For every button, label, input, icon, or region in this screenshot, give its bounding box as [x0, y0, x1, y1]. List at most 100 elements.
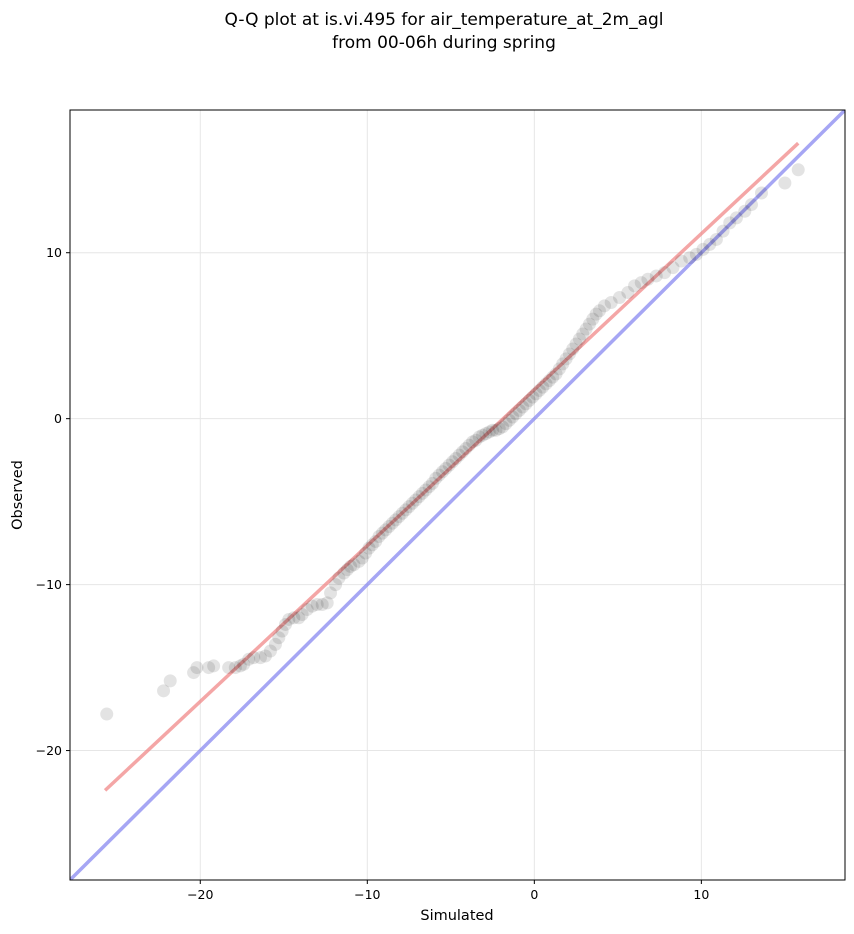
x-tick-label: 0: [530, 887, 538, 902]
data-point: [324, 586, 338, 600]
data-point: [466, 435, 480, 449]
data-point: [412, 490, 426, 504]
data-point: [392, 510, 406, 524]
data-point: [157, 684, 171, 698]
data-point: [492, 422, 506, 436]
data-point: [452, 448, 466, 462]
data-point: [310, 598, 324, 612]
data-point: [315, 598, 329, 612]
data-point: [362, 541, 376, 555]
data-point: [320, 596, 334, 610]
data-point: [344, 559, 358, 573]
identity-line: [70, 110, 845, 880]
data-point: [263, 644, 277, 658]
data-point: [549, 367, 563, 381]
data-point: [582, 317, 596, 331]
data-point: [658, 266, 672, 280]
x-axis-label: Simulated: [420, 908, 493, 924]
data-point: [592, 304, 606, 318]
data-point: [542, 373, 556, 387]
data-point: [395, 506, 409, 520]
data-point: [486, 423, 500, 437]
data-point: [696, 242, 710, 256]
data-point: [628, 279, 642, 293]
data-point: [340, 563, 354, 577]
data-point: [519, 397, 533, 411]
data-point: [372, 529, 386, 543]
data-point: [674, 254, 688, 268]
data-point: [502, 413, 516, 427]
data-point: [469, 433, 483, 447]
reference-lines: [70, 110, 845, 880]
data-point: [472, 430, 486, 444]
data-point: [649, 269, 663, 283]
data-point: [425, 476, 439, 490]
data-point: [562, 347, 576, 361]
data-point: [709, 232, 723, 246]
data-point: [202, 661, 216, 675]
data-point: [499, 417, 513, 431]
y-tick-label: −10: [36, 577, 62, 592]
data-point: [546, 370, 560, 384]
data-point: [529, 387, 543, 401]
data-point: [604, 296, 618, 309]
data-point: [462, 438, 476, 452]
data-point: [791, 163, 805, 177]
x-tick-label: −20: [187, 887, 213, 902]
data-point: [435, 465, 449, 479]
data-point: [526, 390, 540, 404]
data-point: [536, 380, 550, 394]
chart-title-line-1: Q-Q plot at is.vi.495 for air_temperatur…: [224, 10, 663, 30]
data-point: [489, 423, 503, 437]
data-point: [332, 571, 346, 585]
data-point: [295, 607, 309, 621]
data-point: [100, 707, 114, 721]
data-point: [419, 483, 433, 497]
data-point: [445, 455, 459, 469]
y-tick-label: −20: [36, 743, 62, 758]
plot-frame: [69, 109, 846, 881]
data-point: [589, 307, 603, 321]
data-point: [207, 659, 221, 673]
x-tick-label: −10: [354, 887, 380, 902]
data-point: [738, 204, 752, 218]
chart-title-line-2: from 00-06h during spring: [332, 33, 556, 53]
data-point: [597, 299, 611, 313]
data-point: [522, 393, 536, 407]
data-point: [399, 503, 413, 517]
data-point: [634, 276, 648, 290]
y-axis-label: Observed: [10, 460, 26, 530]
y-tick-label: 0: [54, 411, 62, 426]
data-point: [641, 272, 655, 286]
data-point: [729, 211, 743, 225]
data-point: [258, 649, 272, 663]
data-point: [233, 659, 247, 673]
data-point: [365, 538, 379, 552]
data-point: [409, 493, 423, 507]
x-tick-label: 10: [693, 887, 709, 902]
data-point: [402, 500, 416, 514]
fit-line: [103, 141, 800, 792]
data-point: [415, 486, 429, 500]
data-point: [187, 666, 201, 680]
data-point: [253, 651, 267, 665]
data-point: [347, 558, 361, 572]
x-axis-ticks: −20 −10 0 10: [187, 880, 709, 902]
data-point: [268, 637, 282, 651]
data-point: [278, 617, 292, 631]
data-point: [442, 458, 456, 472]
data-point: [355, 551, 369, 565]
data-point: [389, 513, 403, 527]
data-point: [432, 468, 446, 482]
data-point: [506, 410, 520, 424]
data-point: [532, 383, 546, 397]
data-point: [621, 286, 635, 300]
data-point: [300, 603, 314, 617]
data-point: [456, 445, 470, 459]
data-point: [613, 291, 627, 305]
data-point: [512, 403, 526, 417]
data-point: [405, 496, 419, 510]
y-axis-ticks: −20 −10 0 10: [36, 245, 70, 758]
data-point: [459, 442, 473, 456]
